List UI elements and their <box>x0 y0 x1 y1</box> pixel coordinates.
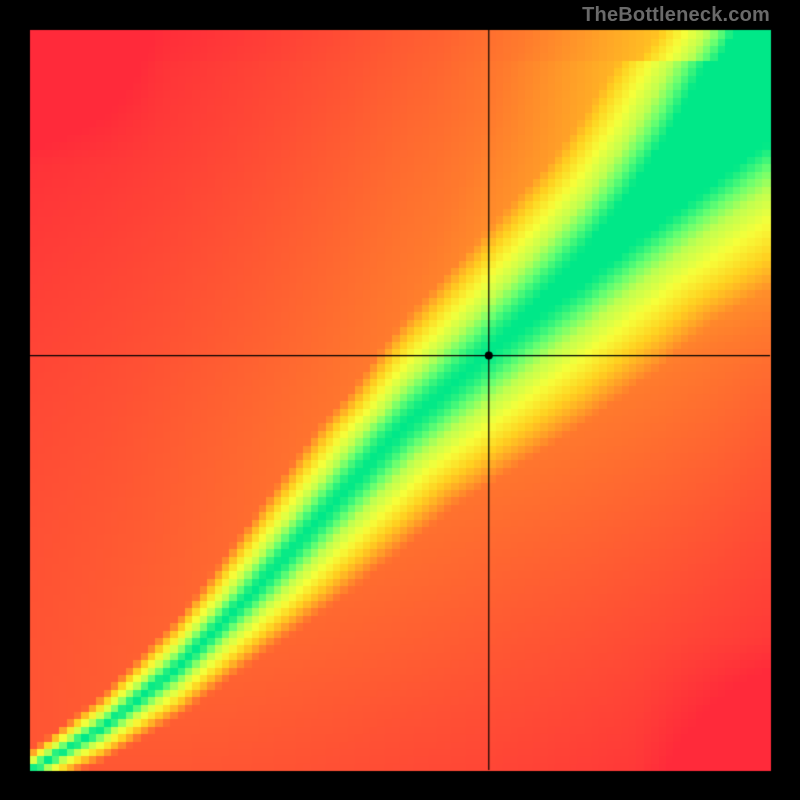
bottleneck-heatmap <box>0 0 800 800</box>
watermark-text: TheBottleneck.com <box>582 4 770 27</box>
chart-container: TheBottleneck.com <box>0 0 800 800</box>
